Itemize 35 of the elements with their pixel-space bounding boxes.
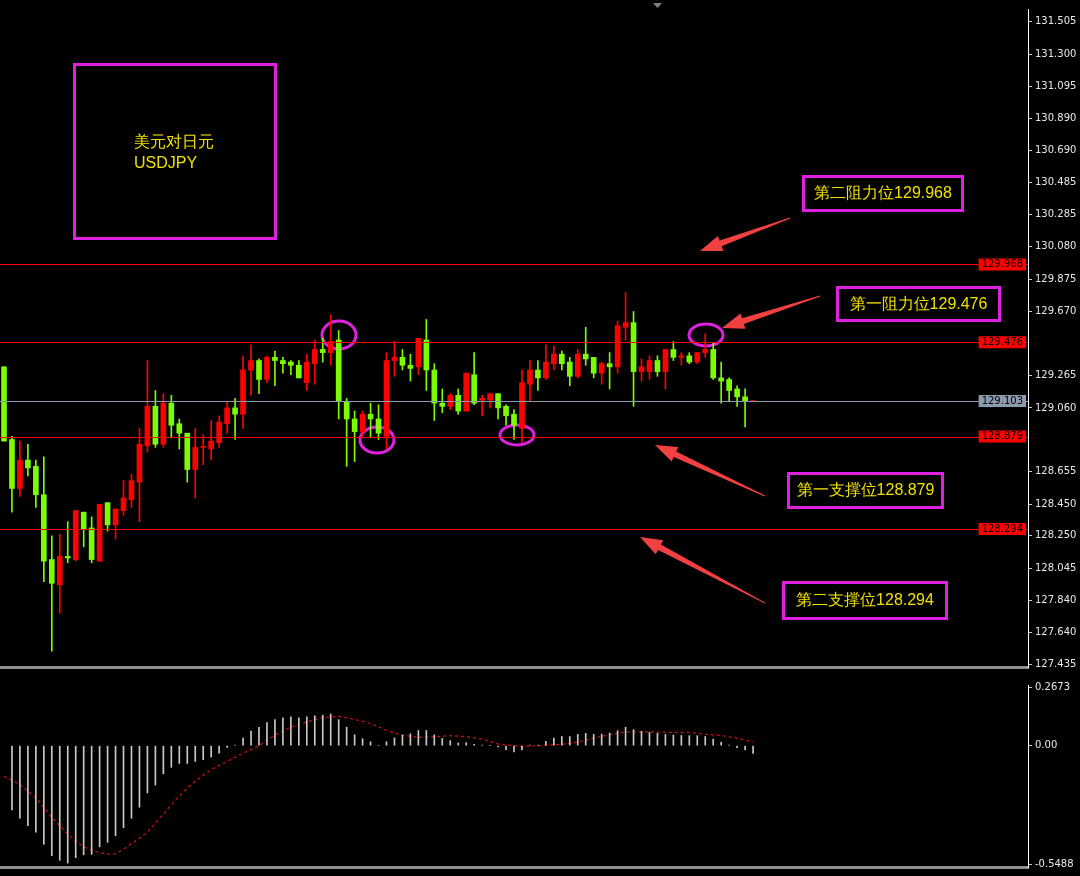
y-tick-label: 130.285 bbox=[1035, 207, 1077, 219]
ref-line-label: 129.103 bbox=[981, 394, 1024, 406]
y-tick-label: 130.080 bbox=[1035, 240, 1077, 252]
y-tick-label: -0.5488 bbox=[1035, 858, 1074, 870]
annotation: 第二阻力位129.968 bbox=[814, 183, 952, 203]
annotation: 第一支撑位128.879 bbox=[796, 480, 935, 500]
y-tick-label: 130.890 bbox=[1035, 112, 1077, 124]
y-tick-label: 131.300 bbox=[1035, 47, 1077, 59]
y-tick-label: 129.265 bbox=[1035, 369, 1077, 381]
y-tick-label: 128.045 bbox=[1035, 561, 1077, 573]
y-tick-label: 131.505 bbox=[1035, 15, 1077, 27]
ref-line-label: 128.294 bbox=[981, 522, 1024, 534]
y-tick-label: 131.095 bbox=[1035, 80, 1077, 92]
ref-line-label: 129.476 bbox=[981, 335, 1024, 347]
y-tick-label: 0.00 bbox=[1035, 739, 1058, 751]
y-tick-label: 127.640 bbox=[1035, 625, 1077, 637]
ref-line-label: 129.968 bbox=[981, 258, 1024, 270]
y-tick-label: 0.2673 bbox=[1035, 681, 1070, 693]
y-tick-label: 128.450 bbox=[1035, 497, 1077, 509]
annotation: 美元对日元 USDJPY bbox=[134, 131, 214, 173]
ref-line-label: 128.879 bbox=[981, 430, 1024, 442]
y-tick-label: 127.840 bbox=[1035, 594, 1077, 606]
line-series bbox=[3, 715, 754, 855]
y-tick-label: 127.435 bbox=[1035, 658, 1077, 670]
annotation: 第二支撑位128.294 bbox=[796, 590, 934, 610]
y-tick-label: 130.485 bbox=[1035, 176, 1077, 188]
y-tick-label: 128.655 bbox=[1035, 465, 1077, 477]
y-tick-label: 129.670 bbox=[1035, 305, 1077, 317]
y-tick-label: 129.060 bbox=[1035, 401, 1077, 413]
candlestick bbox=[1, 366, 7, 442]
y-tick-label: 130.690 bbox=[1035, 143, 1077, 155]
y-tick-label: 129.875 bbox=[1035, 272, 1077, 284]
y-tick-label: 128.250 bbox=[1035, 529, 1077, 541]
candlestick bbox=[463, 372, 470, 412]
annotation: 第一阻力位129.476 bbox=[849, 293, 988, 314]
